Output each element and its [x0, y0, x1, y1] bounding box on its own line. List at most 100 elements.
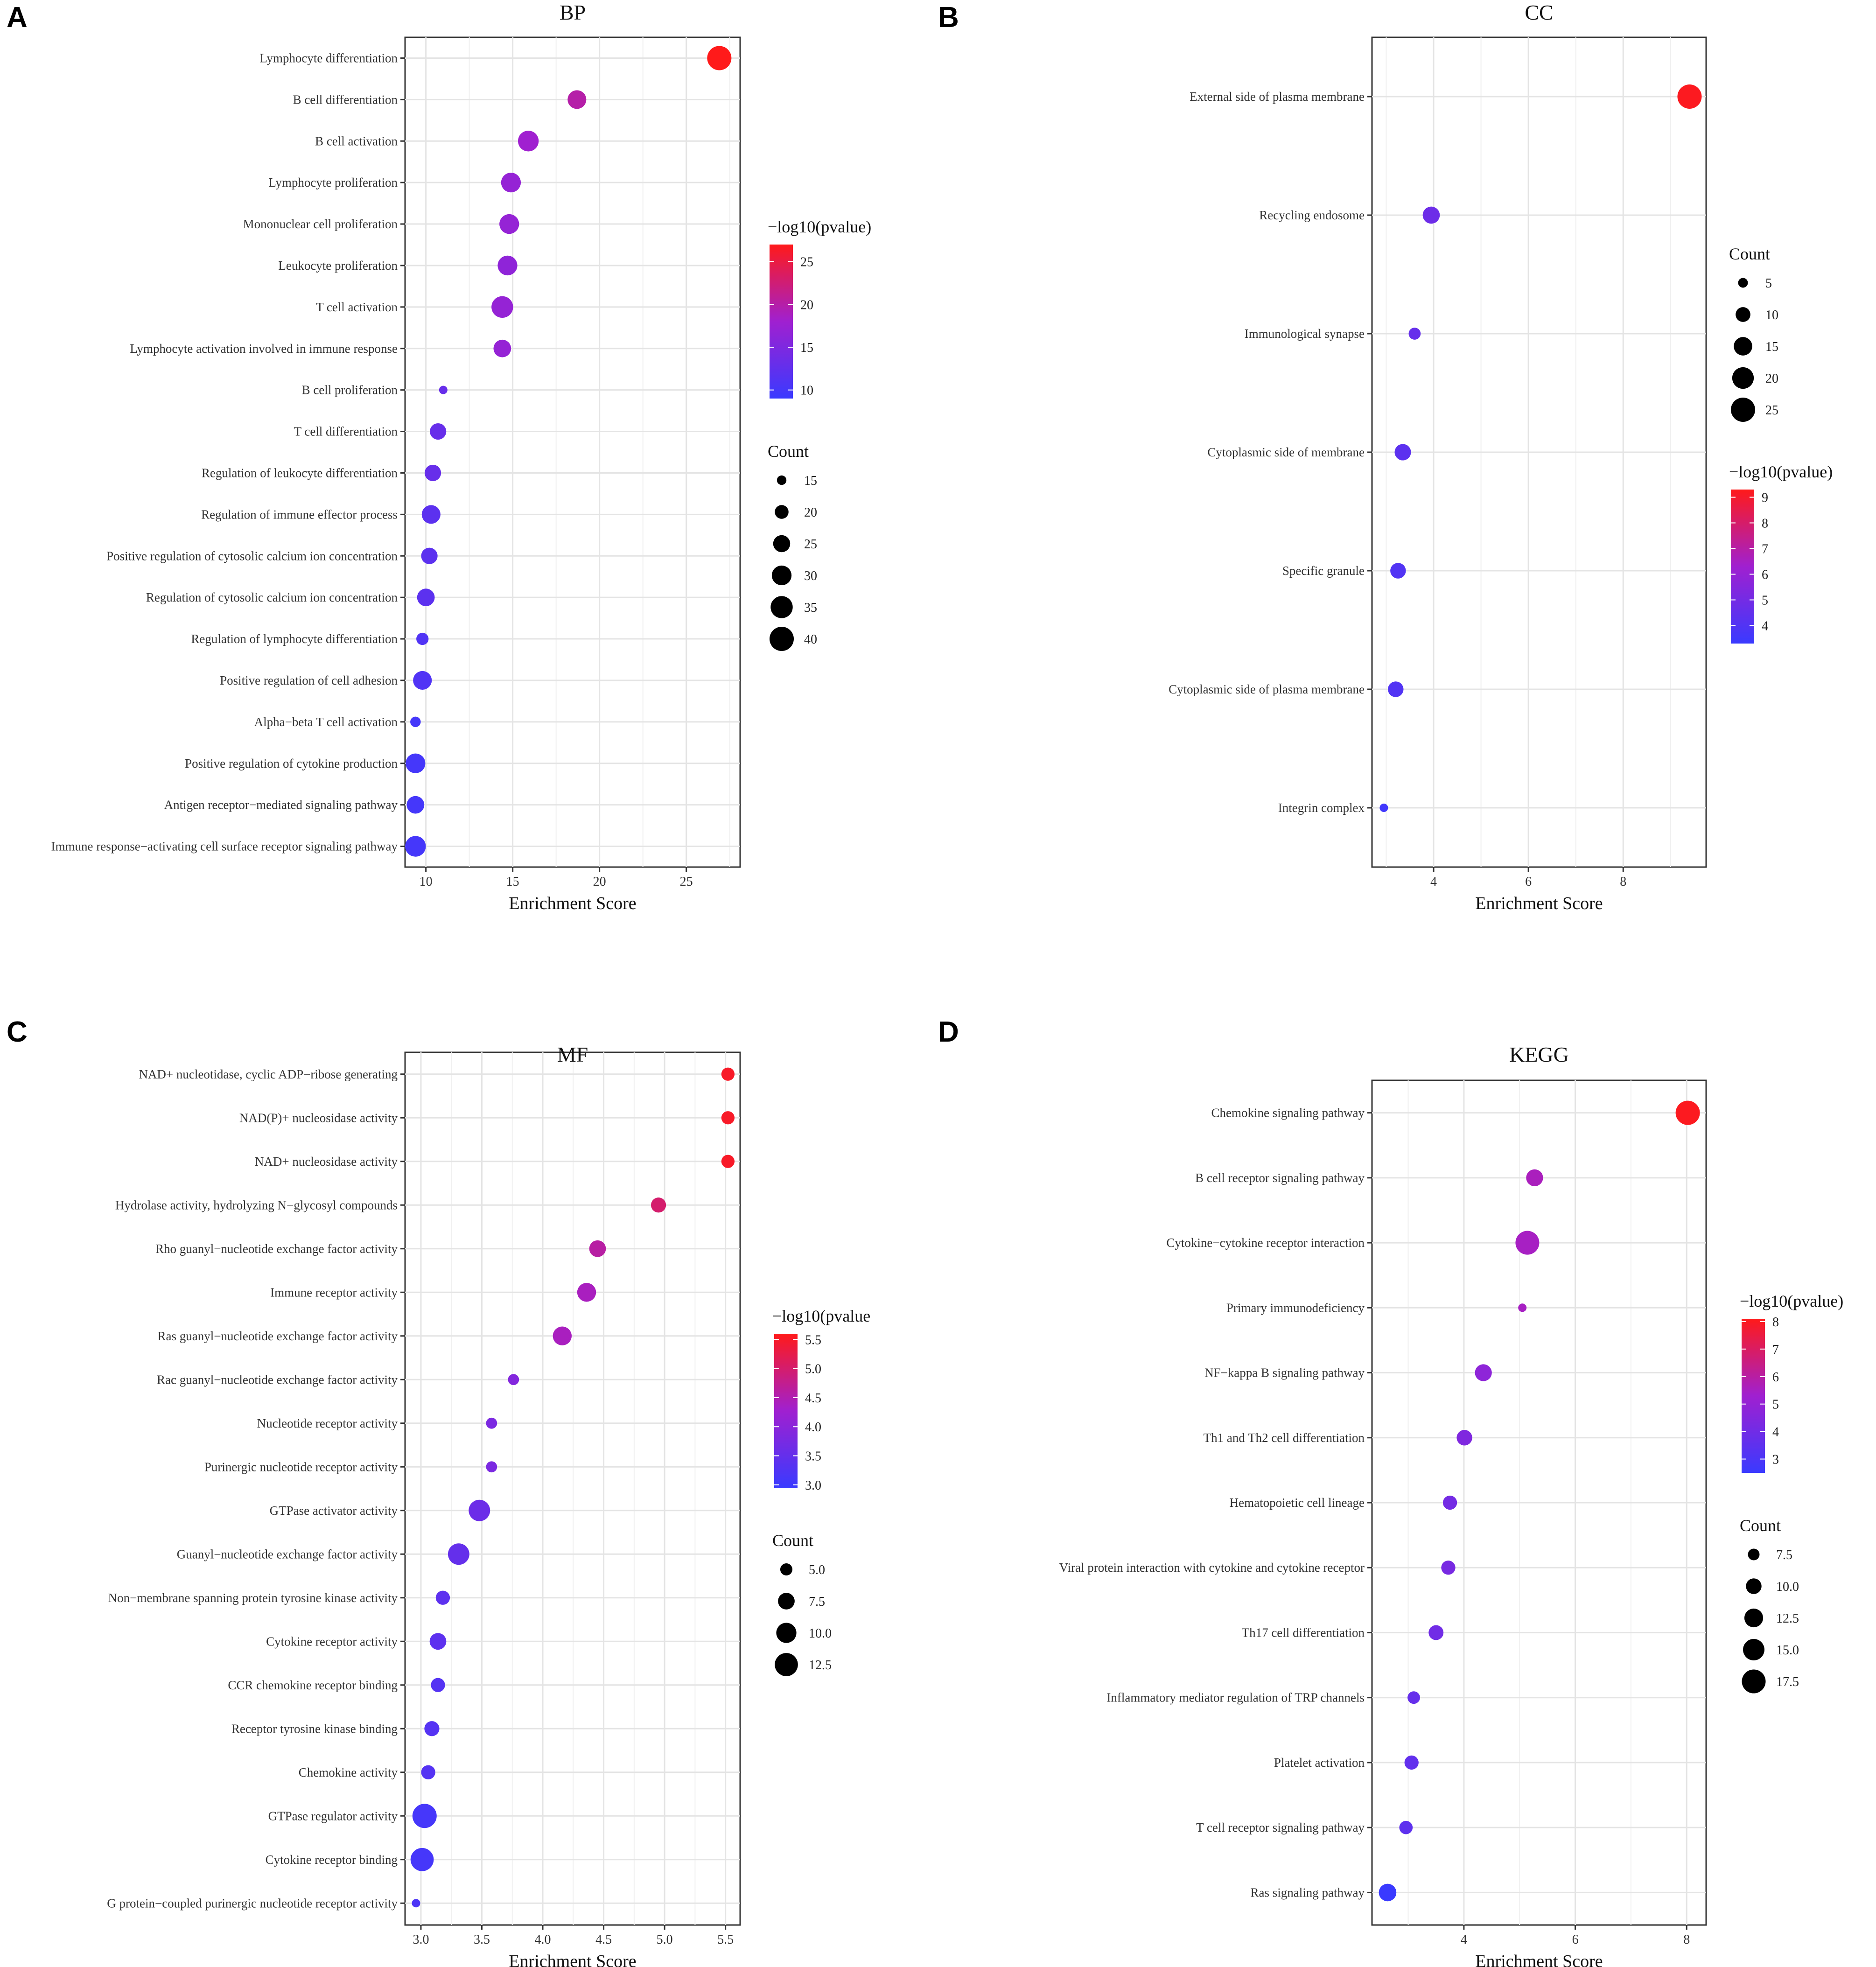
- category-label: Purinergic nucleotide receptor activity: [204, 1460, 398, 1474]
- category-label: Th1 and Th2 cell differentiation: [1204, 1431, 1365, 1445]
- color-legend-label: 4: [1762, 619, 1768, 634]
- category-label: Ras guanyl−nucleotide exchange factor ac…: [157, 1329, 398, 1343]
- data-point: [1399, 1820, 1413, 1834]
- size-legend-label: 20: [804, 505, 817, 520]
- category-label: GTPase regulator activity: [268, 1809, 398, 1823]
- size-legend-label: 10.0: [1776, 1580, 1799, 1594]
- color-legend-label: 9: [1762, 491, 1768, 505]
- size-legend-title: Count: [1729, 245, 1770, 263]
- data-point: [410, 716, 421, 728]
- data-point: [1675, 1100, 1700, 1125]
- size-legend-label: 12.5: [809, 1658, 832, 1673]
- data-point: [499, 214, 519, 234]
- x-tick-label: 4: [1461, 1932, 1467, 1947]
- panel-kegg: 4 6 8 Chemokine signaling pathway B cell rec…: [1059, 1043, 1844, 1967]
- data-point: [501, 173, 521, 193]
- data-point: [1379, 804, 1388, 812]
- color-legend-bar: [774, 1334, 798, 1488]
- panel-mf: 3.0 3.5 4.0 4.5 5.0 5.5 NAD+ nucleotidase, cyc…: [107, 1043, 870, 1967]
- size-legend-label: 5: [1765, 276, 1772, 291]
- data-point: [577, 1283, 596, 1302]
- data-point: [721, 1067, 735, 1081]
- size-legend-title: Count: [772, 1531, 813, 1550]
- size-legend-label: 25: [1765, 403, 1778, 418]
- panel-title: KEGG: [1509, 1043, 1569, 1066]
- color-legend-label: 5: [1762, 594, 1768, 608]
- size-legend-dot: [776, 1623, 797, 1643]
- size-legend-dot: [778, 1593, 795, 1610]
- x-tick-label: 20: [593, 875, 606, 889]
- category-label: Positive regulation of cytokine producti…: [185, 756, 398, 770]
- x-axis-title: Enrichment Score: [509, 1952, 636, 1967]
- category-label: B cell proliferation: [302, 383, 398, 397]
- category-label: Hematopoietic cell lineage: [1230, 1496, 1365, 1510]
- color-legend-label: 4.5: [805, 1391, 821, 1406]
- color-legend-bar: [1742, 1319, 1765, 1473]
- data-point: [1428, 1625, 1444, 1640]
- category-label: Immune response−activating cell surface …: [51, 840, 398, 854]
- x-axis-title: Enrichment Score: [509, 894, 636, 913]
- size-legend-dot: [770, 596, 793, 618]
- color-legend-label: 8: [1772, 1315, 1779, 1330]
- size-legend-dot: [770, 627, 794, 651]
- category-label: NAD(P)+ nucleosidase activity: [239, 1111, 398, 1125]
- category-label: Rho guanyl−nucleotide exchange factor ac…: [155, 1242, 398, 1256]
- color-legend-label: 4: [1772, 1425, 1779, 1440]
- category-label: Regulation of immune effector process: [201, 507, 398, 521]
- color-legend-label: 4.0: [805, 1420, 821, 1435]
- size-legend-dot: [775, 505, 789, 519]
- color-legend-title: −log10(pvalue): [1729, 462, 1833, 481]
- x-tick-label: 15: [506, 875, 519, 889]
- x-tick-label: 4.5: [595, 1932, 612, 1947]
- category-label: Integrin complex: [1278, 801, 1365, 815]
- size-legend-label: 12.5: [1776, 1611, 1799, 1626]
- size-legend-dot: [773, 535, 791, 553]
- category-label: Chemokine activity: [299, 1765, 398, 1779]
- size-legend-label: 40: [804, 632, 817, 647]
- category-label: Leukocyte proliferation: [278, 259, 398, 273]
- category-label: Ras signaling pathway: [1251, 1885, 1365, 1899]
- data-point: [421, 547, 438, 564]
- category-label: Rac guanyl−nucleotide exchange factor ac…: [157, 1372, 398, 1386]
- color-legend-label: 10: [800, 384, 813, 398]
- x-tick-label: 25: [680, 875, 693, 889]
- x-tick-label: 8: [1620, 875, 1626, 889]
- data-point: [1388, 681, 1404, 697]
- size-legend-dot: [780, 1563, 793, 1576]
- data-point: [1407, 1691, 1420, 1704]
- size-legend-label: 15: [804, 474, 817, 488]
- data-point: [416, 632, 429, 645]
- color-legend-label: 7: [1772, 1343, 1779, 1357]
- size-legend-dot: [775, 1653, 798, 1676]
- x-axis-title: Enrichment Score: [1475, 894, 1603, 913]
- x-tick-label: 8: [1683, 1932, 1690, 1947]
- data-point: [424, 1721, 440, 1736]
- data-point: [410, 1848, 434, 1871]
- color-legend-label: 3.0: [805, 1478, 821, 1493]
- category-label: Regulation of leukocyte differentiation: [202, 466, 398, 480]
- x-tick-label: 10: [420, 875, 433, 889]
- category-label: External side of plasma membrane: [1190, 90, 1365, 104]
- data-point: [435, 1590, 450, 1605]
- data-point: [439, 385, 448, 394]
- x-axis-title: Enrichment Score: [1475, 1952, 1603, 1967]
- data-point: [1379, 1883, 1397, 1902]
- category-label: Receptor tyrosine kinase binding: [231, 1722, 398, 1736]
- size-legend-label: 35: [804, 601, 817, 615]
- category-label: Mononuclear cell proliferation: [243, 217, 398, 231]
- panel-cc: 4 6 8 External side of plasma membrane Recyc…: [1169, 0, 1833, 913]
- panel-bp: 10 15 20 25 Lymphocyte differentiation B cell…: [51, 0, 872, 913]
- x-tick-label: 6: [1572, 1932, 1579, 1947]
- category-label: T cell activation: [316, 300, 398, 314]
- size-legend-dot: [1738, 278, 1748, 288]
- data-point: [412, 1804, 437, 1828]
- color-legend-label: 5: [1772, 1398, 1779, 1412]
- color-legend-label: 15: [800, 341, 813, 355]
- data-point: [493, 339, 511, 357]
- data-point: [508, 1374, 519, 1386]
- color-legend-bar: [770, 245, 793, 399]
- category-label: Non−membrane spanning protein tyrosine k…: [108, 1591, 398, 1605]
- category-label: B cell receptor signaling pathway: [1195, 1171, 1365, 1185]
- size-legend-dot: [1731, 398, 1755, 422]
- data-point: [417, 588, 435, 607]
